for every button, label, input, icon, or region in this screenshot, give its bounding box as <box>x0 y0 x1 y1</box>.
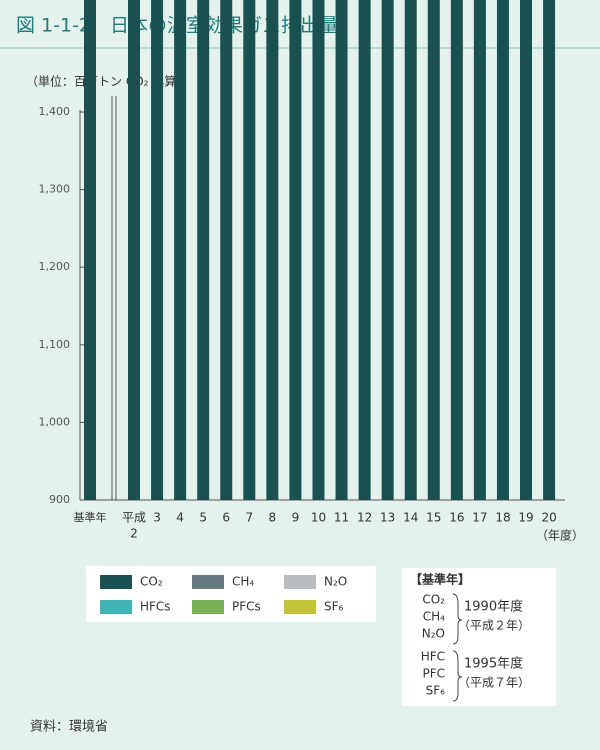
bar-segment <box>266 0 279 500</box>
legend-swatch <box>284 575 316 589</box>
bar-segment <box>427 0 440 500</box>
note-gas: CH₄ <box>423 610 445 624</box>
bar-segment <box>358 0 371 500</box>
bar-segment <box>174 0 187 500</box>
bar-segment <box>520 0 533 500</box>
note-gas: N₂O <box>422 627 445 641</box>
bar-segment <box>312 0 325 500</box>
note-box <box>402 568 556 706</box>
y-tick-label: 1,300 <box>39 183 71 196</box>
bar-segment <box>289 0 302 500</box>
x-tick-label: 15 <box>426 511 441 525</box>
x-tick-label: 9 <box>292 511 300 525</box>
brace <box>452 650 463 702</box>
x-tick-label: 11 <box>334 511 349 525</box>
note-gas: HFC <box>421 650 445 664</box>
x-tick-label: 2 <box>130 527 138 541</box>
bar-segment <box>473 0 486 500</box>
note-year: 1995年度 <box>464 656 523 672</box>
bar-segment <box>450 0 463 500</box>
y-tick-label: 1,100 <box>39 338 71 351</box>
bar-segment <box>335 0 348 500</box>
y-tick-label: 1,200 <box>39 260 71 273</box>
note-era: （平成７年） <box>458 676 530 690</box>
bar-segment <box>84 0 96 501</box>
y-tick-label: 1,400 <box>39 105 71 118</box>
bar-segment <box>128 0 140 501</box>
era-prefix: 平成 <box>122 511 146 525</box>
brace <box>452 593 463 645</box>
legend-swatch <box>192 600 224 614</box>
x-unit: （年度） <box>536 528 584 543</box>
source: 資料：環境省 <box>30 720 108 735</box>
x-tick-label: 6 <box>222 511 230 525</box>
x-tick-label: 16 <box>449 511 464 525</box>
legend-label: PFCs <box>232 600 261 614</box>
bar-segment <box>197 0 210 501</box>
note-gas: CO₂ <box>422 593 445 607</box>
x-tick-label: 4 <box>176 511 184 525</box>
bar-segment <box>151 0 164 501</box>
legend-swatch <box>100 575 132 589</box>
legend-label: CH₄ <box>232 575 254 589</box>
legend-label: SF₆ <box>324 600 344 614</box>
x-tick-label: 10 <box>311 511 326 525</box>
x-tick-label: 20 <box>541 511 556 525</box>
note-gas: PFC <box>422 667 445 681</box>
x-tick-label: 13 <box>380 511 395 525</box>
note-year: 1990年度 <box>464 599 523 615</box>
x-tick-label: 12 <box>357 511 372 525</box>
legend-label: N₂O <box>324 575 347 589</box>
bar-segment <box>243 0 256 500</box>
legend-label: CO₂ <box>140 575 163 589</box>
x-tick-label: 5 <box>199 511 207 525</box>
legend-swatch <box>100 600 132 614</box>
unit-label: （単位：百万トン CO₂ 換算） <box>26 74 188 89</box>
y-tick-label: 900 <box>49 493 70 506</box>
bar-segment <box>220 0 233 501</box>
x-tick-label: 7 <box>245 511 253 525</box>
x-tick-label: 3 <box>153 511 161 525</box>
x-tick-label: 18 <box>495 511 510 525</box>
y-tick-label: 1,000 <box>39 415 71 428</box>
x-tick-label: 19 <box>518 511 533 525</box>
legend-label: HFCs <box>140 600 171 614</box>
x-tick-label: 17 <box>472 511 487 525</box>
note-gas: SF₆ <box>426 684 446 698</box>
note-title: 【基準年】 <box>410 572 470 587</box>
legend-swatch <box>192 575 224 589</box>
x-tick-label: 14 <box>403 511 418 525</box>
legend-swatch <box>284 600 316 614</box>
x-tick-label: 8 <box>269 511 277 525</box>
bar-segment <box>496 0 509 501</box>
bar-segment <box>543 0 556 501</box>
x-tick-label: 基準年 <box>74 510 107 524</box>
note-era: （平成２年） <box>458 619 530 633</box>
bar-segment <box>381 0 394 500</box>
legend-box <box>86 566 376 622</box>
bar-segment <box>404 0 417 501</box>
